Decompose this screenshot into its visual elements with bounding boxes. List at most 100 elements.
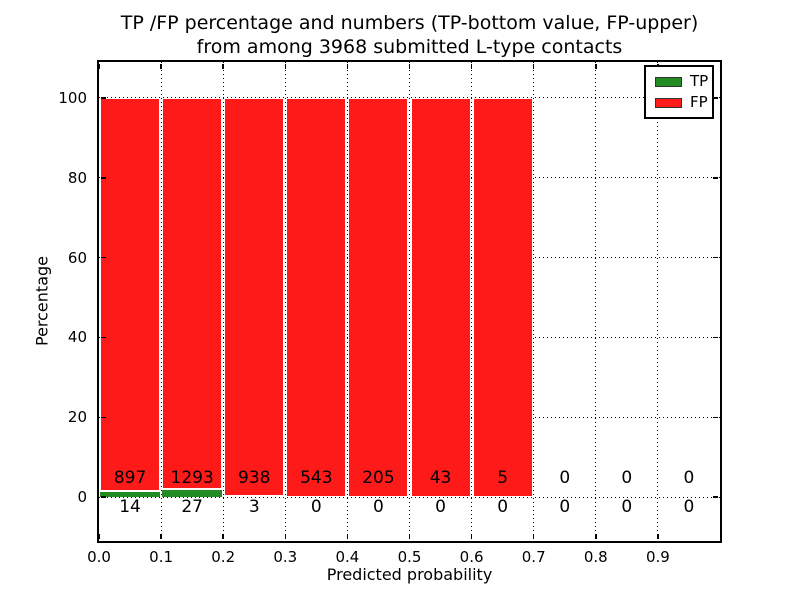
legend-swatch-fp: [655, 97, 682, 108]
x-tick: [532, 534, 535, 539]
chart-title-line1: TP /FP percentage and numbers (TP-bottom…: [120, 12, 699, 34]
tp-count-label: 0: [497, 497, 509, 518]
gridline-v: [160, 62, 162, 541]
gridline-h: [99, 177, 720, 179]
gridline-v: [595, 62, 597, 541]
y-tick: [101, 416, 106, 418]
gridline-h: [99, 97, 720, 99]
y-tick-label: 100: [58, 88, 87, 107]
x-tick-label: 0.0: [87, 548, 111, 566]
bar-fp: [348, 97, 409, 498]
x-tick-label: 0.3: [273, 548, 298, 566]
bar-fp: [100, 97, 161, 491]
bar-fp: [162, 97, 223, 489]
bar-tp: [162, 488, 223, 498]
y-tick: [101, 97, 106, 99]
x-tick-label: 0.1: [149, 548, 174, 566]
gridline-v: [533, 62, 535, 541]
y-tick: [713, 256, 718, 259]
x-tick: [98, 64, 100, 69]
gridline-v: [471, 62, 473, 541]
x-tick-label: 0.7: [521, 548, 546, 566]
x-axis-label: Predicted probability: [326, 565, 493, 584]
y-tick: [713, 336, 718, 339]
y-tick: [713, 97, 718, 99]
x-tick-label: 0.4: [335, 548, 360, 566]
y-tick: [101, 177, 106, 179]
x-tick: [470, 64, 473, 69]
tp-count-label: 3: [248, 497, 260, 518]
bar-fp: [286, 97, 347, 498]
x-tick: [160, 534, 162, 539]
y-tick: [713, 416, 718, 418]
bar-fp: [472, 97, 533, 498]
y-tick: [101, 256, 106, 259]
x-tick-label: 0.6: [459, 548, 484, 566]
fp-count-label: 543: [300, 467, 333, 488]
tp-count-label: 0: [435, 497, 446, 518]
gridline-h: [99, 416, 720, 418]
gridline-h: [99, 496, 720, 498]
fp-count-label: 0: [683, 467, 695, 488]
tp-count-label: 27: [181, 497, 203, 518]
x-tick: [532, 64, 535, 69]
y-tick: [713, 496, 718, 498]
x-tick: [284, 534, 287, 539]
gridline-v: [284, 62, 286, 541]
x-tick-label: 0.8: [583, 548, 608, 566]
y-tick: [713, 177, 718, 179]
x-tick: [595, 64, 597, 69]
chart-title: TP /FP percentage and numbers (TP-bottom…: [99, 11, 720, 59]
gridline-v: [409, 62, 410, 541]
fp-count-label: 897: [113, 467, 147, 488]
y-axis-label: Percentage: [32, 255, 52, 347]
bar-tp: [100, 490, 161, 498]
x-tick-label: 0.5: [397, 548, 422, 566]
x-tick: [346, 534, 349, 539]
tp-count-label: 0: [559, 497, 571, 518]
tp-count-label: 0: [683, 497, 695, 518]
legend: TP FP: [644, 65, 714, 119]
bar-fp: [224, 97, 285, 496]
y-tick-label: 80: [67, 168, 87, 187]
y-tick: [101, 496, 106, 498]
tp-count-label: 0: [373, 497, 384, 518]
x-tick: [408, 534, 411, 539]
bar-fp: [410, 97, 471, 498]
x-tick: [284, 64, 287, 69]
fp-count-label: 1293: [170, 467, 214, 488]
gridline-v: [657, 62, 659, 541]
x-tick: [222, 534, 224, 539]
bar-tp: [224, 495, 285, 498]
x-tick: [595, 534, 597, 539]
gridline-h: [99, 257, 720, 259]
legend-label-fp: FP: [690, 93, 708, 111]
fp-count-label: 0: [559, 467, 571, 488]
y-tick-label: 60: [67, 248, 87, 267]
gridline-v: [346, 62, 348, 541]
tp-count-label: 0: [310, 497, 322, 518]
x-tick: [408, 64, 411, 69]
y-tick-label: 40: [67, 328, 87, 347]
fp-count-label: 205: [362, 467, 395, 488]
gridline-v: [222, 62, 224, 541]
x-tick: [470, 534, 473, 539]
y-tick: [101, 336, 106, 339]
fp-count-label: 938: [238, 467, 271, 488]
y-tick-label: 0: [77, 488, 87, 507]
fp-count-label: 0: [621, 467, 633, 488]
chart-title-line2: from among 3968 submitted L-type contact…: [196, 36, 623, 58]
legend-swatch-tp: [655, 76, 682, 87]
fp-count-label: 5: [497, 467, 509, 488]
legend-entry-fp: FP: [655, 95, 712, 110]
x-tick: [657, 534, 659, 539]
x-tick-label: 0.9: [645, 548, 670, 566]
x-tick: [98, 534, 100, 539]
legend-label-tp: TP: [690, 72, 709, 90]
gridline-h: [99, 336, 720, 338]
x-tick-label: 0.2: [211, 548, 236, 566]
tp-count-label: 14: [119, 497, 141, 518]
fp-count-label: 43: [429, 467, 452, 488]
tp-count-label: 0: [621, 497, 633, 518]
